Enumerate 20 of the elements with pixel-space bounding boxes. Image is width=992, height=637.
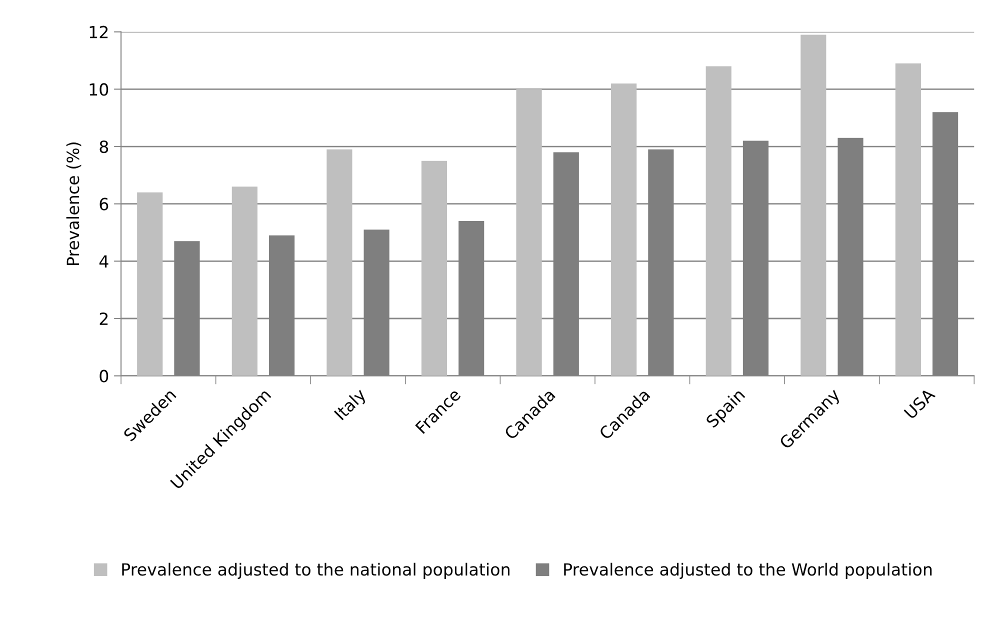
bar (895, 63, 921, 376)
x-tick-label: USA (904, 387, 936, 420)
bar (516, 89, 542, 376)
bar (421, 160, 448, 376)
bar (137, 192, 163, 376)
bar (800, 34, 826, 376)
y-tick-label: 12 (90, 26, 108, 38)
bar (706, 66, 732, 376)
bar (232, 186, 258, 376)
bar (326, 149, 352, 376)
legend-label: Prevalence adjusted to the national population (122, 562, 510, 579)
y-tick-label: 8 (100, 140, 108, 154)
y-tick-label: 0 (100, 370, 108, 382)
y-axis-title: Prevalence (%) (66, 142, 82, 265)
legend-label: Prevalence adjusted to the World population (564, 562, 932, 579)
y-tick-label: 6 (100, 198, 108, 210)
y-tick-label: 4 (99, 255, 108, 268)
bar (611, 83, 637, 376)
y-tick-label: 2 (100, 312, 108, 325)
y-tick-label: 10 (90, 83, 108, 96)
